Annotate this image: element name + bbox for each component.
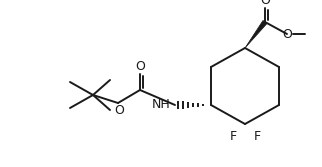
Text: O: O [260, 0, 270, 7]
Text: F: F [253, 130, 260, 143]
Text: O: O [282, 28, 292, 41]
Text: F: F [230, 130, 237, 143]
Polygon shape [245, 21, 267, 48]
Text: O: O [114, 104, 124, 117]
Text: O: O [135, 60, 145, 73]
Text: NH: NH [152, 99, 171, 112]
